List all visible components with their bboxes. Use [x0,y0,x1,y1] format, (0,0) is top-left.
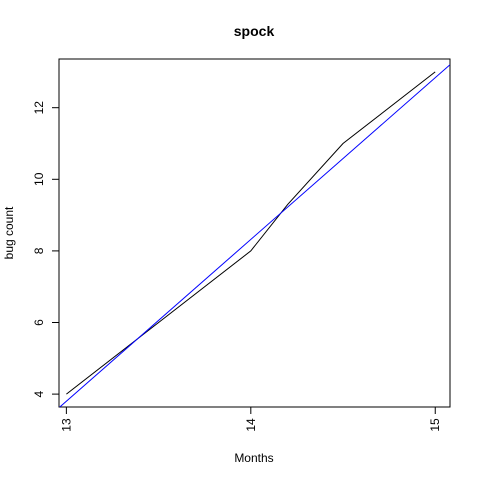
y-tick-label: 6 [32,319,46,326]
y-tick-label: 12 [32,101,46,115]
y-tick-label: 8 [32,247,46,254]
series-fit-line [59,64,450,407]
series-observed-line [66,71,436,395]
x-tick-label: 13 [59,418,73,432]
chart-title: spock [234,23,275,39]
plot-area [59,64,450,407]
x-tick-label: 14 [244,418,258,432]
series-layer [59,64,450,407]
y-axis-label: bug count [2,206,16,259]
y-tick-label: 4 [32,390,46,397]
x-tick-label: 15 [428,418,442,432]
y-tick-label: 10 [32,172,46,186]
x-axis: 13 14 15 [59,406,442,432]
x-axis-label: Months [234,451,273,465]
y-axis: 4 6 8 10 12 [32,101,60,397]
